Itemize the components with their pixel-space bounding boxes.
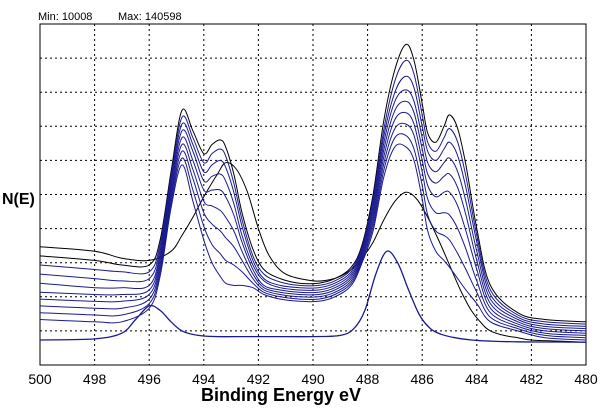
x-tick-label: 482 <box>520 371 544 387</box>
x-tick-label: 480 <box>574 371 598 387</box>
series-layer <box>39 43 587 343</box>
series-line-9 <box>39 133 587 339</box>
y-axis-label: N(E) <box>2 191 35 208</box>
min-label: Min: 10008 <box>38 11 92 23</box>
x-tick-labels: 500 498 496 494 492 490 488 486 484 482 480 <box>28 371 598 387</box>
series-line-5 <box>39 89 587 330</box>
x-axis-label: Binding Energy eV <box>201 385 361 405</box>
grid <box>40 24 586 365</box>
max-label: Max: 140598 <box>118 11 182 23</box>
series-line-8 <box>39 122 587 336</box>
x-tick-label: 488 <box>356 371 380 387</box>
x-tick-label: 486 <box>411 371 435 387</box>
plot-frame <box>39 23 587 366</box>
series-line-10 <box>39 143 587 341</box>
series-line-2 <box>39 43 587 323</box>
x-tick-label: 484 <box>465 371 489 387</box>
x-tick-label: 496 <box>138 371 162 387</box>
series-line-4 <box>39 75 587 327</box>
series-line-3 <box>39 59 587 325</box>
x-tick-label: 494 <box>192 371 216 387</box>
series-line-11 <box>39 250 587 343</box>
x-tick-label: 492 <box>247 371 271 387</box>
series-line-6 <box>39 100 587 332</box>
x-tick-label: 490 <box>301 371 325 387</box>
x-tick-label: 500 <box>28 371 52 387</box>
series-line-7 <box>39 111 587 334</box>
x-tick-label: 498 <box>83 371 107 387</box>
